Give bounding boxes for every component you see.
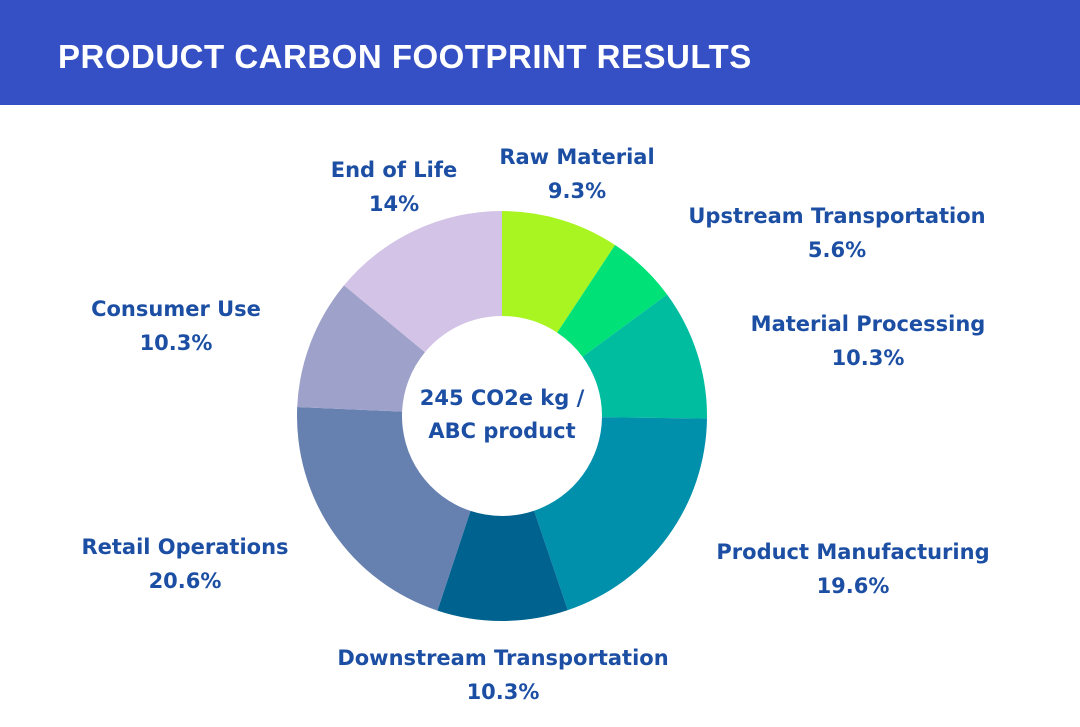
slice-value: 9.3% [547, 179, 607, 203]
header-banner: PRODUCT CARBON FOOTPRINT RESULTS [0, 0, 1080, 105]
slice-value: 10.3% [466, 680, 540, 704]
slice-label: End of Life [330, 158, 458, 182]
label-consumer-use: Consumer Use 10.3% [91, 292, 261, 360]
slice-value: 10.3% [831, 346, 905, 370]
slice-downstream-transportation [437, 510, 568, 621]
center-label-line-1: 245 CO2e kg / [419, 386, 585, 410]
label-downstream-transportation: Downstream Transportation 10.3% [337, 641, 668, 709]
label-retail-operations: Retail Operations 20.6% [81, 530, 288, 598]
slice-value: 19.6% [816, 574, 890, 598]
slice-value: 5.6% [807, 238, 867, 262]
slice-label: Retail Operations [81, 535, 289, 559]
label-raw-material: Raw Material 9.3% [499, 140, 654, 208]
slice-label: Downstream Transportation [337, 646, 669, 670]
slice-value: 14% [368, 192, 420, 216]
slice-label: Consumer Use [91, 297, 261, 321]
slice-consumer-use [297, 285, 425, 412]
slice-upstream-transportation [557, 245, 668, 357]
slice-value: 20.6% [148, 569, 222, 593]
center-label-line-2: ABC product [428, 419, 576, 443]
slice-label: Upstream Transportation [688, 204, 986, 228]
label-end-of-life: End of Life 14% [331, 153, 457, 221]
slice-label: Raw Material [499, 145, 655, 169]
slice-product-manufacturing [534, 417, 707, 611]
slice-raw-material [502, 211, 616, 333]
slice-end-of-life [344, 211, 502, 353]
label-product-manufacturing: Product Manufacturing 19.6% [716, 535, 989, 603]
slice-value: 10.3% [139, 331, 213, 355]
slice-label: Product Manufacturing [716, 540, 990, 564]
center-label: 245 CO2e kg / ABC product [420, 382, 585, 448]
slice-label: Material Processing [750, 312, 986, 336]
page-title: PRODUCT CARBON FOOTPRINT RESULTS [58, 38, 752, 75]
label-upstream-transportation: Upstream Transportation 5.6% [688, 199, 985, 267]
label-material-processing: Material Processing 10.3% [751, 307, 986, 375]
slice-material-processing [582, 294, 707, 419]
slice-retail-operations [296, 406, 471, 611]
